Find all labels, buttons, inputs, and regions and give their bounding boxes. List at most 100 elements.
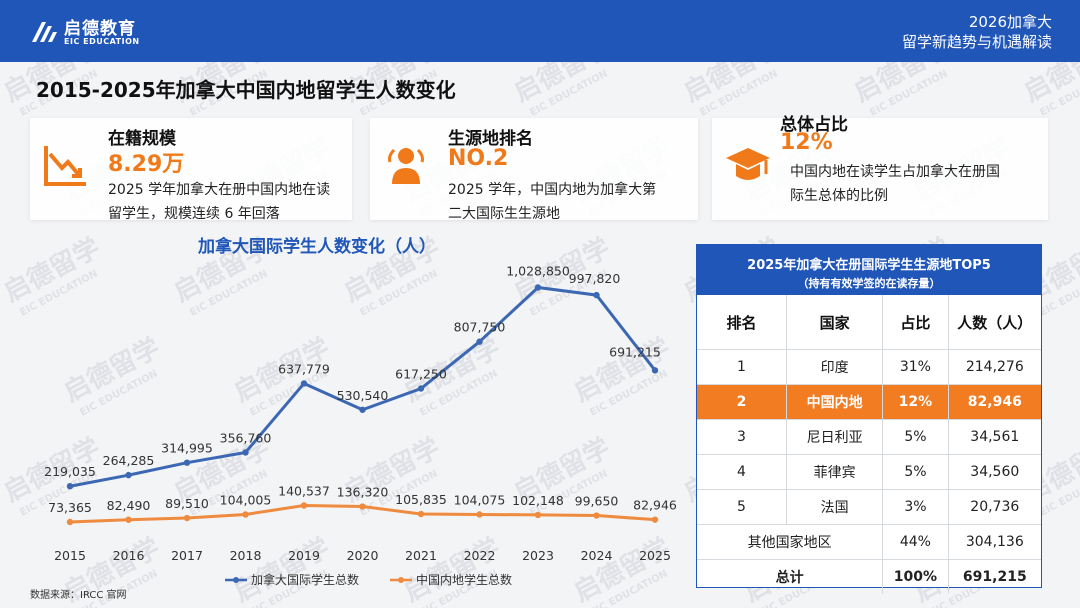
legend-label: 中国内地学生总数 — [416, 572, 512, 587]
table-column-headers: 排名 国家 占比 人数（人） — [697, 295, 1041, 350]
data-label: 356,760 — [220, 430, 272, 445]
stat-card-rank: 生源地排名 NO.2 2025 学年，中国内地为加拿大第 二大国际生生源地 — [370, 118, 698, 222]
x-tick-label: 2025 — [639, 548, 671, 563]
country-cell: 法国 — [786, 489, 884, 525]
data-label: 530,540 — [337, 388, 389, 403]
data-point — [300, 502, 308, 509]
table-row-other: 其他国家地区 44% 304,136 — [697, 524, 1041, 560]
table-row: 3 尼日利亚 5% 34,561 — [697, 419, 1041, 455]
data-point — [593, 512, 600, 519]
card-value: 12% — [780, 130, 833, 155]
stat-card-share: 总体占比 12% 中国内地在读学生占加拿大在册国 际生总体的比例 — [712, 115, 1048, 220]
report-title-line2: 留学新趋势与机遇解读 — [901, 33, 1052, 51]
watermark-text: 启德留学 — [849, 62, 955, 108]
data-label: 104,005 — [220, 492, 272, 507]
watermark-text-en: EIC EDUCATION — [1038, 68, 1080, 118]
data-label: 1,028,850 — [506, 263, 570, 278]
data-point — [417, 385, 425, 392]
table-body: 排名 国家 占比 人数（人） 1 印度 31% 214,276 2 中国内地 1… — [697, 295, 1041, 594]
card-label: 生源地排名 — [448, 129, 533, 149]
card-value: NO.2 — [448, 146, 509, 171]
x-tick-label: 2024 — [581, 548, 613, 563]
country-cell: 印度 — [786, 349, 884, 385]
data-label: 637,779 — [278, 361, 330, 376]
rank-cell: 4 — [697, 454, 787, 490]
table-row-total: 总计 100% 691,215 — [697, 559, 1041, 594]
country-cell: 尼日利亚 — [786, 419, 884, 455]
data-label: 314,995 — [161, 441, 213, 456]
card-label: 总体占比 — [780, 115, 848, 135]
card-value: 8.29万 — [108, 152, 185, 177]
data-point — [242, 449, 249, 456]
top5-table: 2025年加拿大在册国际学生生源地TOP5 （持有有效学签的在读存量） 排名 国… — [696, 244, 1042, 594]
page-title: 2015-2025年加拿大中国内地留学生人数变化 — [36, 78, 456, 102]
data-point — [183, 514, 191, 522]
data-point — [300, 380, 308, 387]
chart-title: 加拿大国际学生人数变化（人） — [198, 237, 436, 257]
share-cell: 44% — [882, 524, 949, 560]
brand-logo: 启德教育 EIC EDUCATION — [28, 12, 168, 52]
card-label: 在籍规模 — [108, 129, 176, 149]
table-row: 5 法国 3% 20,736 — [697, 489, 1041, 525]
data-point — [66, 483, 74, 490]
data-point — [476, 511, 483, 518]
data-point — [593, 291, 600, 299]
share-cell: 31% — [882, 349, 949, 385]
x-tick-label: 2020 — [347, 548, 379, 563]
rank-cell: 5 — [697, 489, 787, 525]
data-label: 99,650 — [575, 494, 619, 509]
watermark-text-en: EIC EDUCATION — [528, 68, 609, 118]
data-point — [359, 503, 366, 510]
data-point — [183, 459, 191, 466]
watermark-text-en: EIC EDUCATION — [868, 68, 949, 118]
data-label: 264,285 — [103, 453, 155, 468]
count-cell: 304,136 — [948, 524, 1041, 560]
watermark-text: 启德留学 — [679, 62, 785, 108]
share-cell: 12% — [882, 384, 949, 420]
legend-label: 加拿大国际学生总数 — [251, 572, 359, 587]
rank-cell: 1 — [697, 349, 787, 385]
other-label-cell: 其他国家地区 — [697, 524, 884, 560]
count-cell: 34,561 — [948, 419, 1041, 455]
count-cell: 20,736 — [948, 489, 1041, 525]
header-bar: 启德教育 EIC EDUCATION 2026加拿大 留学新趋势与机遇解读 — [0, 0, 1080, 62]
brand-name: 启德教育 — [64, 19, 136, 39]
table-title: 2025年加拿大在册国际学生生源地TOP5 — [747, 258, 991, 273]
share-cell: 100% — [882, 559, 949, 594]
column-header: 排名 — [697, 295, 787, 350]
watermark-text-en: EIC EDUCATION — [1038, 268, 1080, 318]
x-tick-label: 2017 — [171, 548, 203, 563]
country-cell: 菲律宾 — [786, 454, 884, 490]
count-cell: 691,215 — [962, 569, 1027, 585]
x-tick-label: 2021 — [405, 548, 437, 563]
total-label-cell: 总计 — [697, 559, 884, 594]
column-header: 国家 — [786, 295, 884, 350]
trend-down-icon — [44, 146, 86, 186]
data-label: 807,750 — [454, 320, 506, 335]
data-label: 691,215 — [609, 344, 661, 359]
x-tick-label: 2015 — [54, 548, 86, 563]
report-title-line1: 2026加拿大 — [968, 13, 1052, 31]
x-tick-label: 2018 — [230, 548, 262, 563]
table-subtitle: （持有有效学签的在读存量） — [797, 277, 941, 290]
rank-cell: 3 — [697, 419, 787, 455]
data-label: 73,365 — [48, 500, 92, 515]
share-cell: 3% — [882, 489, 949, 525]
line-chart: 219,035 264,285 314,995 356,760 637,779 530,5… — [44, 263, 677, 587]
report-title: 2026加拿大 留学新趋势与机遇解读 — [902, 12, 1052, 52]
data-label: 136,320 — [337, 485, 389, 500]
count-cell: 34,560 — [948, 454, 1041, 490]
column-header: 人数（人） — [948, 295, 1041, 350]
card-description: 2025 学年，中国内地为加拿大第 二大国际生生源地 — [448, 178, 656, 226]
data-label: 82,946 — [633, 498, 677, 513]
data-label: 140,537 — [278, 484, 330, 499]
data-point — [534, 284, 542, 291]
data-label: 997,820 — [569, 271, 621, 286]
table-header: 2025年加拿大在册国际学生生源地TOP5 （持有有效学签的在读存量） — [697, 245, 1041, 295]
data-label: 617,250 — [395, 366, 447, 381]
data-point — [417, 510, 425, 518]
